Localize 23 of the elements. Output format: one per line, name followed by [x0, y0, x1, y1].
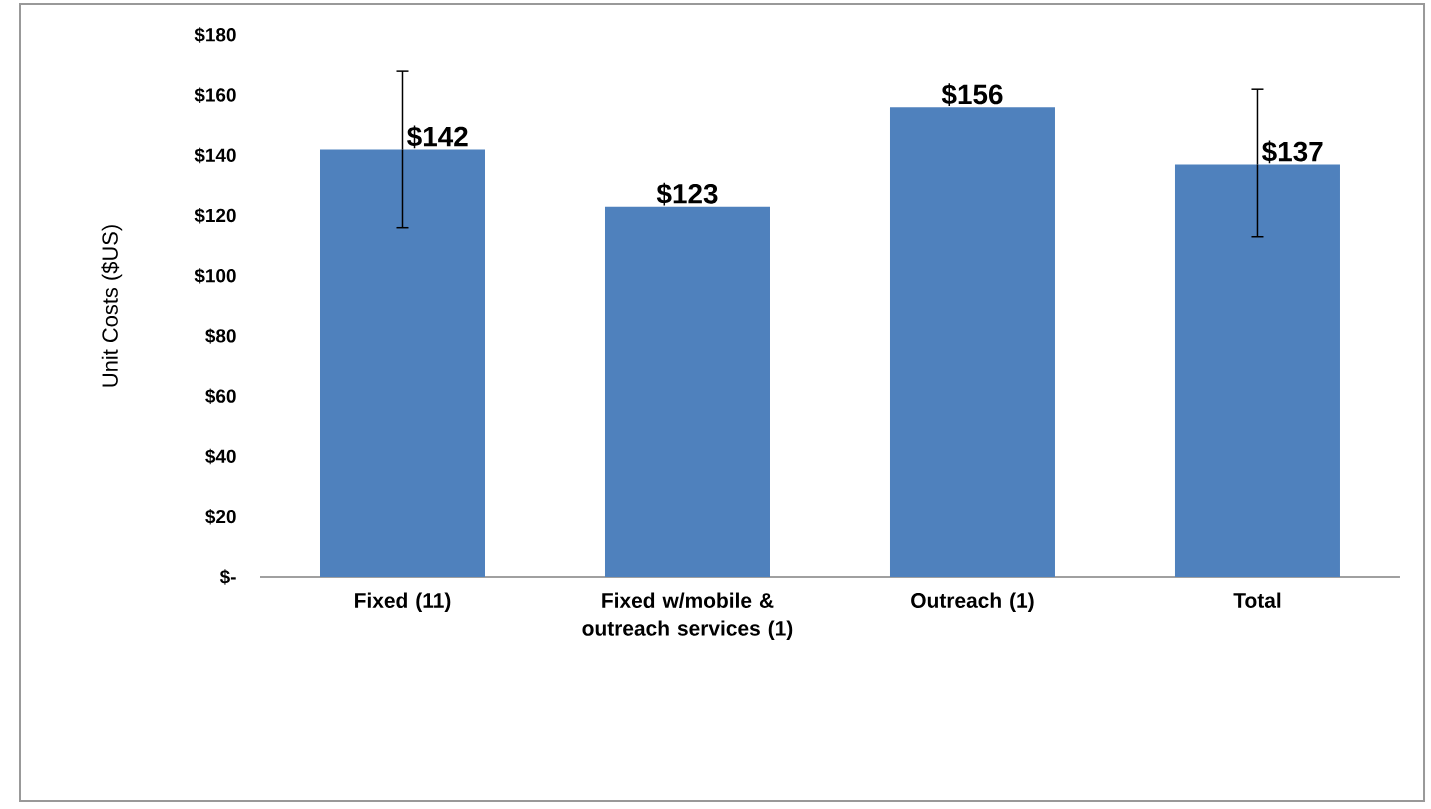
bar: [1174, 164, 1340, 577]
data-label: $142: [407, 125, 468, 149]
y-axis-title: Unit Costs ($US): [101, 225, 123, 387]
x-tick-label: Total: [1233, 592, 1281, 608]
y-tick-label: $160: [194, 87, 236, 103]
bar: [889, 107, 1055, 577]
data-label: $137: [1262, 140, 1323, 164]
data-label: $156: [941, 83, 1003, 107]
y-tick-label: $140: [194, 147, 236, 164]
y-tick-label: $80: [205, 328, 236, 344]
y-tick-label: $120: [194, 207, 236, 224]
bar: [604, 206, 770, 577]
y-tick-label: $180: [194, 27, 236, 43]
y-tick-label: $40: [205, 448, 236, 465]
x-tick-label: Fixed w/mobile & outreach services (1): [582, 592, 793, 640]
y-tick-label: $60: [205, 388, 236, 405]
y-tick-label: $100: [194, 268, 236, 284]
y-tick-label: $-: [219, 569, 236, 585]
x-tick-label: Outreach (1): [911, 592, 1034, 613]
bar: [320, 149, 485, 577]
data-label: $123: [656, 182, 718, 206]
y-tick-label: $20: [205, 509, 236, 525]
x-tick-label: Fixed (11): [355, 592, 451, 613]
